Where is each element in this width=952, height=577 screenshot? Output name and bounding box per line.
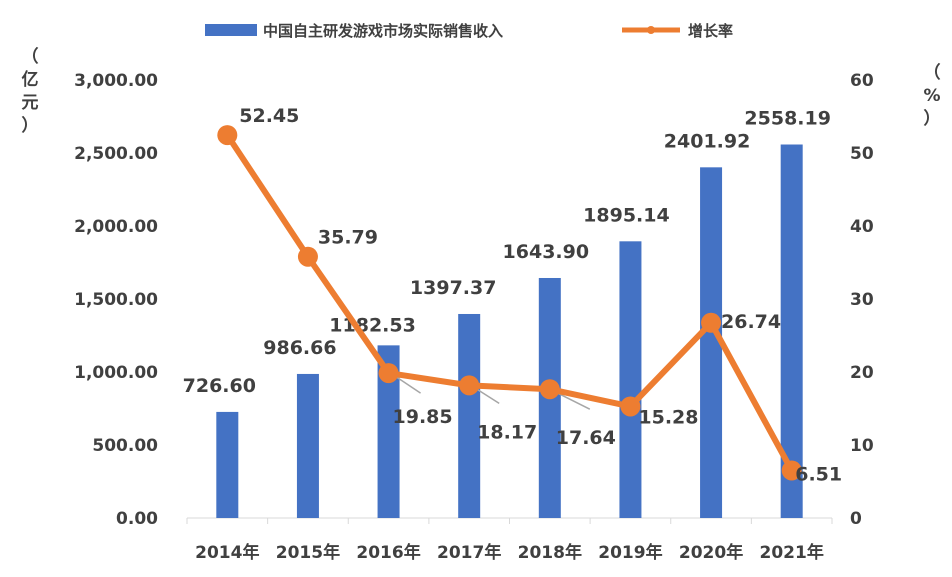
- right-axis-title-char: ）: [924, 108, 941, 129]
- left-axis-ticks: 0.00 500.00 1,000.00 1,500.00 2,000.00 2,500.…: [74, 71, 158, 529]
- right-axis-title-char: （: [924, 62, 941, 83]
- bar: [296, 373, 319, 518]
- bar: [458, 313, 481, 518]
- label-leader-line: [557, 392, 591, 410]
- bar-data-label: 1182.53: [329, 314, 416, 336]
- legend-label-revenue: 中国自主研发游戏市场实际销售收入: [263, 22, 503, 40]
- left-tick-label: 1,500.00: [74, 290, 158, 310]
- left-tick-label: 500.00: [92, 436, 158, 456]
- bar: [377, 345, 400, 518]
- right-tick-label: 30: [850, 290, 874, 310]
- right-tick-label: 20: [850, 363, 874, 383]
- line-data-label: 6.51: [795, 463, 842, 485]
- x-tick-label: 2018年: [518, 542, 582, 563]
- right-tick-label: 40: [850, 217, 874, 237]
- right-axis-title: （%）: [923, 62, 940, 129]
- bar: [700, 167, 723, 518]
- bar-data-label: 726.60: [183, 375, 256, 397]
- left-axis-title: （亿元）: [22, 46, 39, 136]
- bar: [619, 241, 642, 518]
- label-leader-lines: [396, 376, 591, 410]
- line-marker: [378, 363, 399, 384]
- bar-data-label: 1895.14: [583, 204, 670, 226]
- left-tick-label: 1,000.00: [74, 363, 158, 383]
- line-data-label: 19.85: [393, 406, 453, 428]
- chart-legend: 中国自主研发游戏市场实际销售收入 增长率: [205, 22, 733, 40]
- bar-data-label: 986.66: [263, 337, 336, 359]
- line-data-labels: 52.45 35.79 19.85 18.17 17.64 15.28 26.74 6.51: [239, 105, 842, 485]
- line-data-label: 15.28: [638, 406, 698, 428]
- x-tick-label: 2014年: [195, 542, 259, 563]
- x-tick-label: 2021年: [760, 542, 824, 563]
- bar-data-label: 2401.92: [664, 130, 751, 152]
- x-tick-label: 2020年: [679, 542, 743, 563]
- bar-data-label: 2558.19: [744, 108, 831, 130]
- x-axis-ticks: [186, 518, 833, 524]
- left-axis-title-char: 亿: [22, 69, 39, 90]
- right-tick-label: 50: [850, 144, 874, 164]
- left-axis-title-char: （: [22, 46, 39, 67]
- x-tick-label: 2016年: [356, 542, 420, 563]
- bar-data-label: 1643.90: [503, 241, 590, 263]
- line-marker: [620, 396, 641, 417]
- x-tick-label: 2017年: [437, 542, 501, 563]
- left-tick-label: 2,000.00: [74, 217, 158, 237]
- bar: [780, 144, 803, 518]
- line-data-label: 18.17: [477, 421, 537, 443]
- line-data-label: 52.45: [239, 105, 299, 127]
- bars-revenue: [216, 144, 803, 518]
- bar: [216, 411, 239, 518]
- right-tick-label: 0: [850, 509, 862, 529]
- label-leader-line: [396, 376, 421, 394]
- legend-swatch-revenue: [205, 24, 257, 36]
- line-marker: [459, 375, 480, 396]
- left-tick-label: 0.00: [116, 509, 158, 529]
- legend-label-growth: 增长率: [688, 22, 733, 40]
- line-markers-growth: [217, 125, 802, 481]
- label-leader-line: [476, 388, 500, 404]
- right-tick-label: 60: [850, 71, 874, 91]
- line-data-label: 35.79: [318, 227, 378, 249]
- x-axis-labels: 2014年 2015年 2016年 2017年 2018年 2019年 2020年 2021年: [195, 542, 824, 563]
- left-tick-label: 3,000.00: [74, 71, 158, 91]
- left-axis-title-char: ）: [22, 115, 39, 136]
- line-marker: [701, 312, 722, 333]
- line-data-label: 17.64: [556, 427, 616, 449]
- right-axis-ticks: 0 10 20 30 40 50 60: [850, 71, 874, 529]
- line-marker: [539, 379, 560, 400]
- left-tick-label: 2,500.00: [74, 144, 158, 164]
- right-axis-title-char: %: [923, 86, 940, 106]
- line-marker: [781, 460, 802, 481]
- bar-data-label: 1397.37: [410, 277, 497, 299]
- line-data-label: 26.74: [721, 311, 781, 333]
- line-marker: [217, 125, 238, 146]
- x-tick-label: 2015年: [276, 542, 340, 563]
- line-marker: [297, 246, 318, 267]
- series-line-growth: [224, 132, 795, 474]
- left-axis-title-char: 元: [22, 93, 39, 113]
- x-tick-label: 2019年: [598, 542, 662, 563]
- right-tick-label: 10: [850, 436, 874, 456]
- legend-swatch-growth-marker: [647, 26, 655, 34]
